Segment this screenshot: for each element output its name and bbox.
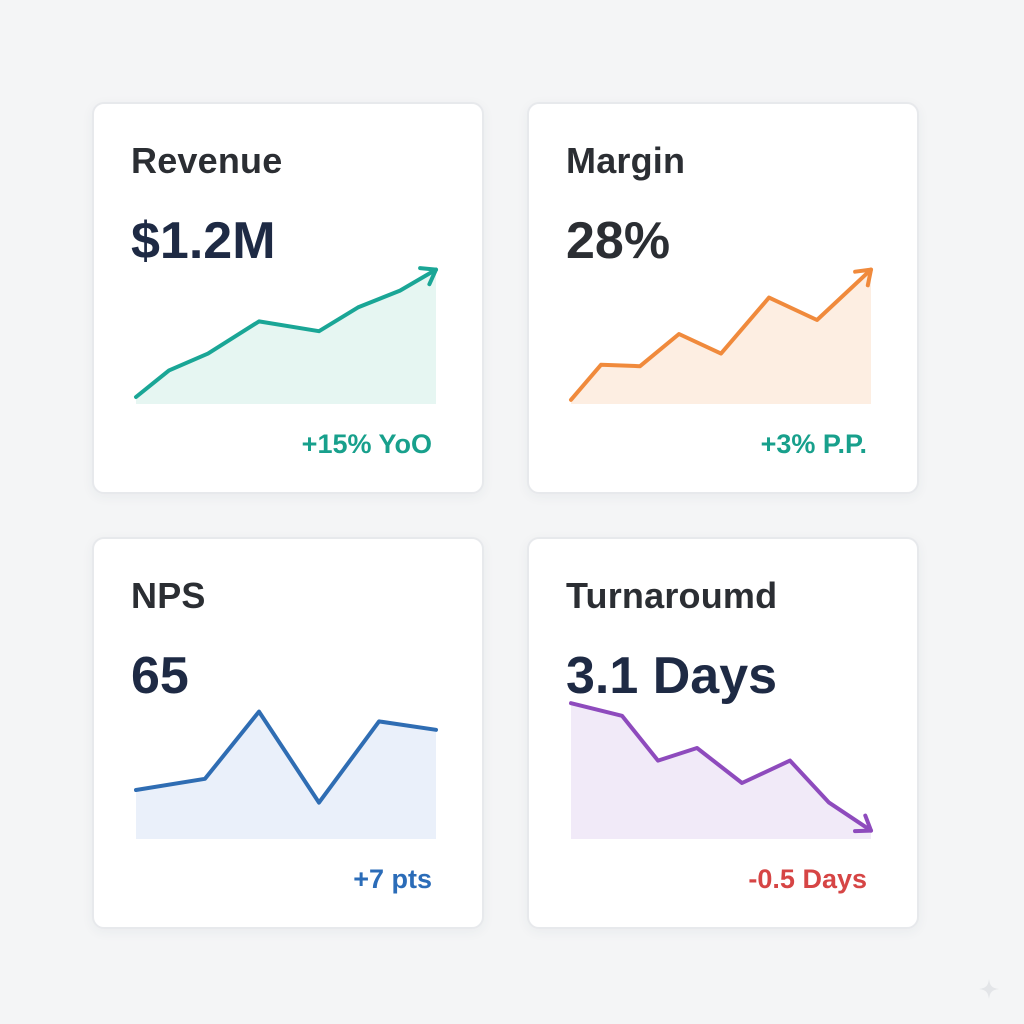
card-value: 65: [131, 647, 189, 705]
sparkline-line: [134, 267, 438, 399]
sparkline-area: [136, 269, 436, 404]
kpi-card-nps[interactable]: NPS 65 +7 pts: [92, 537, 484, 929]
delta-label: -0.5 Days: [748, 864, 867, 894]
sparkline-line: [134, 709, 438, 805]
card-value: 28%: [566, 212, 671, 270]
card-title: NPS: [131, 575, 206, 616]
sparkline-chart: [569, 267, 873, 404]
kpi-card-turnaround[interactable]: Turnaroumd 3.1 Days -0.5 Days: [527, 537, 919, 929]
sparkline-area: [136, 711, 436, 839]
trend-arrow-icon: [418, 266, 438, 287]
delta-label: +15% YoO: [301, 429, 432, 459]
delta-label: +3% P.P.: [760, 429, 867, 459]
trend-arrow-icon: [853, 267, 873, 288]
kpi-card-revenue[interactable]: Revenue $1.2M +15% YoO: [92, 102, 484, 494]
delta-label: +7 pts: [353, 864, 432, 894]
card-title: Turnaroumd: [566, 575, 778, 616]
kpi-card-margin[interactable]: Margin 28% +3% P.P.: [527, 102, 919, 494]
sparkline-chart: [569, 701, 873, 839]
sparkline-area: [571, 269, 871, 404]
sparkline-area: [571, 703, 871, 839]
card-value: $1.2M: [131, 212, 276, 270]
card-title: Margin: [566, 140, 686, 181]
sparkline-line: [569, 267, 873, 402]
trend-arrow-icon: [853, 813, 873, 834]
sparkline-chart: [134, 709, 438, 839]
card-value: 3.1 Days: [566, 647, 778, 705]
sparkline-line: [569, 701, 873, 833]
sparkle-icon: [979, 979, 999, 999]
sparkline-chart: [134, 266, 438, 404]
card-title: Revenue: [131, 140, 283, 181]
